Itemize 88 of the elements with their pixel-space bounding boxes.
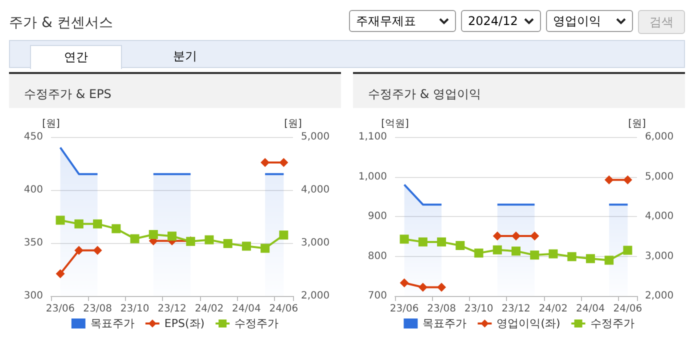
text: 영업이익	[553, 12, 601, 30]
point	[492, 231, 502, 240]
x-tick-label: 24/02	[194, 304, 224, 314]
text: 주가 & 컨센서스	[9, 14, 113, 32]
x-tick-label: 24/06	[269, 304, 298, 314]
legend-label: 수정주가	[590, 317, 634, 330]
y2-tick-label: 6,000	[645, 132, 674, 142]
x-tick-label: 23/12	[502, 304, 530, 314]
y-tick-label: 300	[24, 290, 43, 302]
chart-title: 수정주가 & 영업이익	[368, 87, 481, 101]
point	[204, 235, 214, 244]
point	[418, 282, 428, 292]
point	[74, 246, 84, 255]
point	[56, 216, 65, 225]
point	[437, 237, 446, 246]
point	[530, 250, 540, 260]
legend-label: 수정주가	[234, 317, 279, 330]
y-axis-title: [원]	[42, 118, 60, 130]
legend-label: 영업이익(좌)	[496, 317, 560, 330]
point	[242, 242, 251, 251]
x-tick-label: 23/10	[464, 304, 494, 314]
x-tick-label: 24/02	[538, 304, 568, 314]
text: 주재무제표	[356, 12, 416, 30]
point	[93, 219, 102, 228]
text: 분기	[172, 48, 198, 65]
point	[418, 237, 428, 246]
point	[56, 269, 65, 278]
x-tick-label: 24/04	[232, 304, 261, 314]
x-tick-label: 23/08	[83, 304, 112, 314]
point	[168, 232, 176, 241]
point	[456, 241, 465, 250]
point	[530, 231, 540, 240]
y-tick-label: 350	[24, 238, 43, 248]
y-tick-label: 700	[368, 290, 387, 302]
legend-label: 목표주가	[422, 317, 467, 330]
text: 2024/12	[468, 14, 518, 28]
point	[492, 245, 502, 254]
y2-tick-label: 3,000	[645, 250, 674, 262]
x-tick-label: 23/06	[390, 304, 419, 314]
point	[623, 175, 632, 184]
point	[567, 252, 576, 262]
point	[93, 246, 102, 255]
y-tick-label: 900	[368, 211, 387, 222]
point	[586, 254, 595, 264]
point	[548, 249, 558, 258]
x-tick-label: 24/04	[576, 304, 605, 314]
y2-tick-label: 4,000	[301, 184, 330, 196]
x-tick-label: 23/06	[46, 304, 75, 314]
point	[604, 256, 614, 265]
text: 연간	[30, 45, 122, 69]
y2-axis-title: [원]	[628, 118, 646, 130]
y2-tick-label: 3,000	[301, 238, 330, 248]
y-tick-label: 800	[368, 250, 387, 262]
point	[604, 175, 614, 184]
point	[512, 246, 520, 256]
y2-tick-label: 5,000	[645, 171, 674, 182]
point	[112, 224, 121, 234]
x-tick-label: 23/10	[120, 304, 150, 314]
point	[437, 282, 446, 292]
y2-tick-label: 5,000	[301, 132, 330, 142]
point	[130, 234, 140, 244]
y-tick-label: 450	[24, 132, 43, 142]
point	[260, 244, 270, 253]
point	[279, 230, 288, 240]
y2-tick-label: 2,000	[301, 290, 330, 302]
chart-title: 수정주가 & EPS	[24, 87, 112, 101]
y2-tick-label: 4,000	[645, 211, 674, 222]
text: 검색	[638, 10, 685, 34]
y2-tick-label: 2,000	[645, 290, 674, 302]
legend-label: EPS(좌)	[164, 317, 205, 330]
point	[74, 219, 84, 228]
y-axis-title: [억원]	[381, 118, 409, 130]
x-tick-label: 24/06	[613, 304, 642, 314]
y2-axis-title: [원]	[284, 118, 302, 130]
point	[400, 234, 409, 244]
point	[623, 246, 632, 255]
point	[279, 158, 288, 167]
x-tick-label: 23/12	[158, 304, 186, 314]
x-tick-label: 23/08	[427, 304, 456, 314]
y-tick-label: 400	[24, 184, 43, 196]
point	[223, 239, 232, 248]
point	[400, 278, 409, 288]
y-tick-label: 1,100	[358, 132, 387, 142]
point	[474, 248, 484, 258]
y-tick-label: 1,000	[358, 171, 387, 182]
point	[148, 230, 158, 240]
legend-label: 목표주가	[90, 317, 134, 330]
point	[512, 231, 520, 240]
